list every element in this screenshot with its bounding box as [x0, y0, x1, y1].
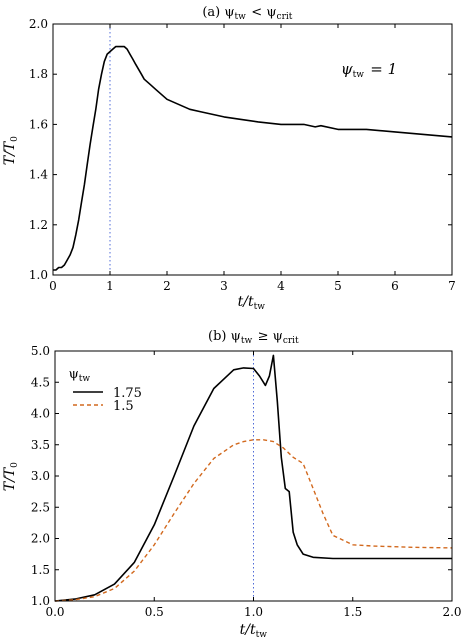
x-tick-label: 0.0 — [45, 605, 64, 619]
panel-a-x-ticks: 0 1 2 3 4 5 6 7 — [49, 24, 456, 293]
y-tick-label: 1.8 — [29, 67, 48, 81]
panel-a-y-ticks: 1.0 1.2 1.4 1.6 1.8 2.0 — [29, 17, 452, 282]
x-tick-label: 2.0 — [442, 605, 461, 619]
y-tick-label: 1.0 — [29, 268, 48, 282]
y-tick-label: 2.0 — [29, 17, 48, 31]
x-tick-label: 5 — [334, 279, 342, 293]
panel-b: (b) ψtw ≥ ψcrit ψtw 1.75 1.5 0.0 0.5 1.0 1.… — [2, 329, 462, 640]
panel-b-x-ticks: 0.0 0.5 1.0 1.5 2.0 — [45, 351, 462, 619]
y-tick-label: 1.5 — [31, 563, 50, 577]
y-tick-label: 1.4 — [29, 168, 48, 182]
x-tick-label: 7 — [448, 279, 456, 293]
y-tick-label: 2.5 — [31, 500, 50, 514]
y-tick-label: 1.0 — [31, 594, 50, 608]
series-line-1 — [53, 45, 453, 271]
panel-a-y-label: T/T0 — [2, 135, 20, 166]
x-tick-label: 6 — [391, 279, 399, 293]
x-tick-label: 3 — [220, 279, 228, 293]
legend-label-series-2: 1.5 — [113, 399, 134, 414]
y-tick-label: 1.6 — [29, 117, 48, 131]
x-tick-label: 1 — [106, 279, 114, 293]
x-tick-label: 1.0 — [244, 605, 263, 619]
x-tick-label: 4 — [277, 279, 285, 293]
panel-b-x-label: t/ttw — [240, 622, 269, 640]
y-tick-label: 1.2 — [29, 218, 48, 232]
panel-a-title: (a) ψtw < ψcrit — [202, 5, 293, 22]
y-tick-label: 5.0 — [31, 344, 50, 358]
y-tick-label: 4.0 — [31, 407, 50, 421]
panel-b-y-ticks: 1.0 1.5 2.0 2.5 3.0 3.5 4.0 4.5 5.0 — [31, 344, 452, 608]
x-tick-label: 0.5 — [145, 605, 164, 619]
panel-a-plot-area — [53, 24, 453, 275]
panel-a-frame — [52, 23, 453, 276]
x-tick-label: 0 — [49, 279, 57, 293]
panel-b-legend: ψtw 1.75 1.5 — [69, 367, 142, 414]
series-line-2 — [54, 439, 453, 602]
panel-b-plot-area — [54, 351, 453, 602]
y-tick-label: 4.5 — [31, 375, 50, 389]
legend-title: ψtw — [69, 367, 92, 384]
y-tick-label: 3.5 — [31, 438, 50, 452]
panel-a-annotation: ψtw = 1 — [341, 60, 397, 80]
y-tick-label: 2.0 — [31, 532, 50, 546]
x-tick-label: 2 — [163, 279, 171, 293]
y-tick-label: 3.0 — [31, 469, 50, 483]
legend-label-series-1: 1.75 — [113, 386, 142, 401]
panel-b-y-label: T/T0 — [2, 461, 20, 492]
series-line-1 — [54, 354, 452, 602]
x-tick-label: 1.5 — [343, 605, 362, 619]
panel-b-title: (b) ψtw ≥ ψcrit — [208, 329, 300, 346]
panel-a-x-label: t/ttw — [238, 294, 267, 312]
